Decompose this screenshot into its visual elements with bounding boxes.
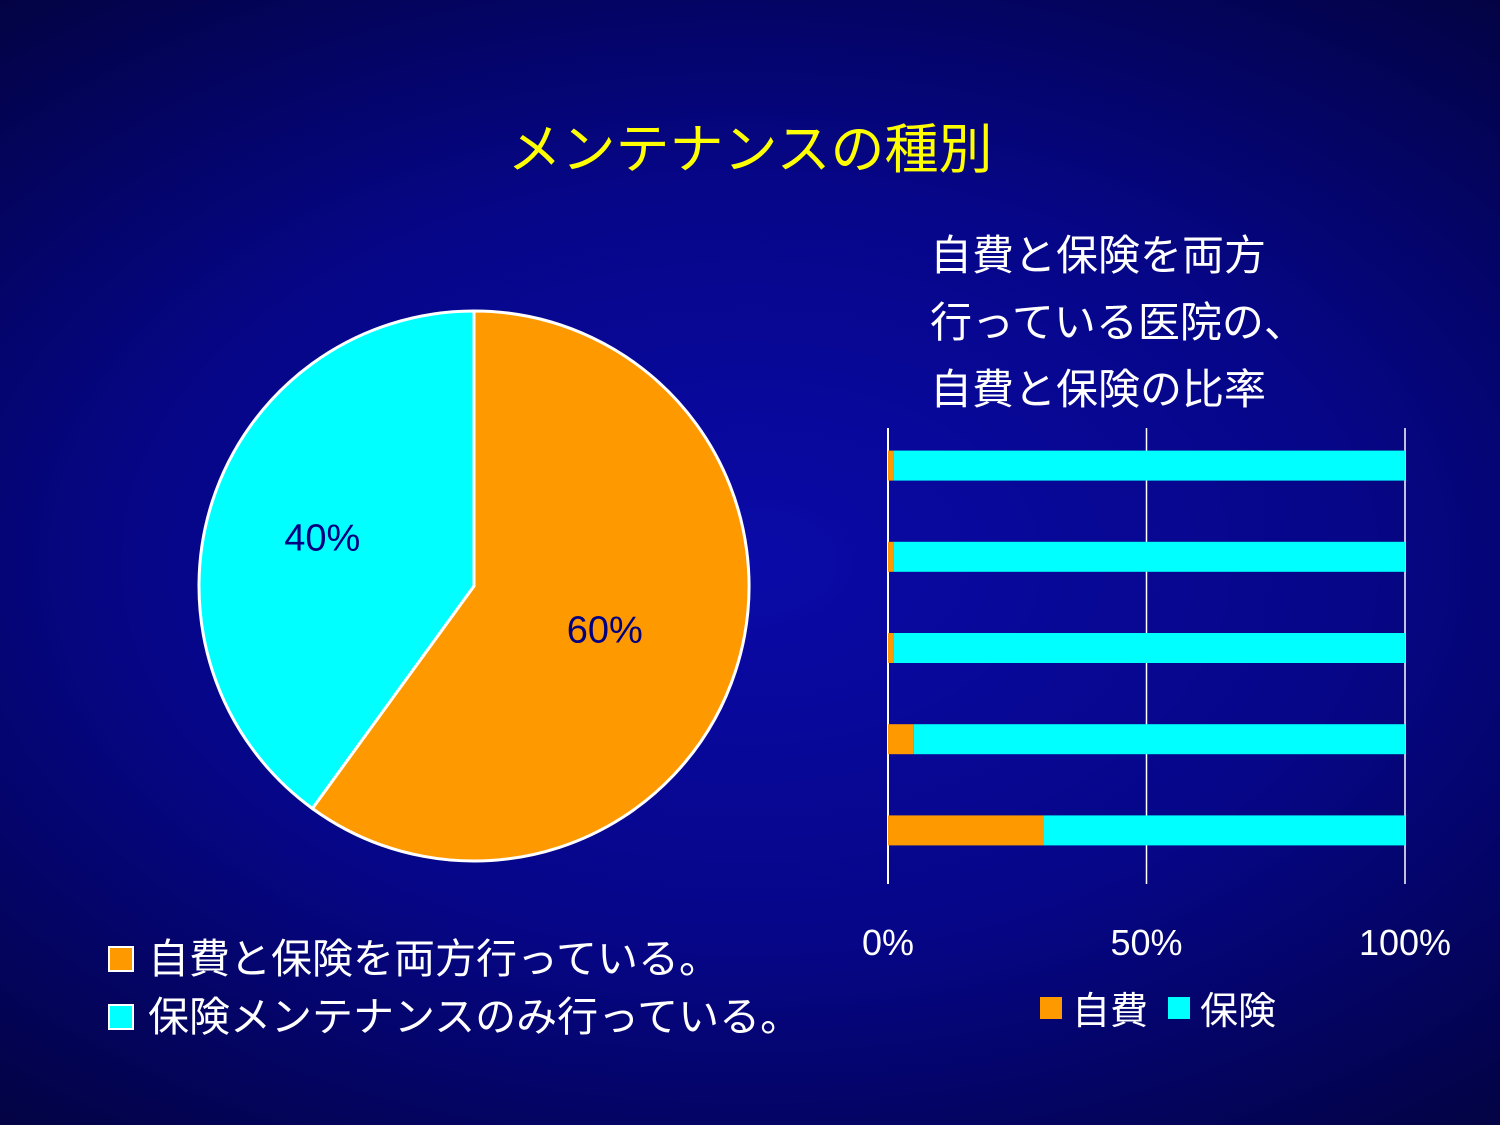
- bar-segment-row4-insurance: [913, 724, 1405, 755]
- legend-swatch-cyan: [108, 1004, 134, 1030]
- bar-legend: 自費 保険: [1040, 980, 1276, 1035]
- pie-legend: 自費と保険を両方行っている。 保険メンテナンスのみ行っている。: [108, 930, 801, 1046]
- bar-segment-row2-self-pay: [888, 541, 894, 572]
- pie-slice-1: [197, 309, 476, 811]
- bar-segment-row5-self-pay: [888, 815, 1044, 846]
- bar-legend-swatch-self-pay: [1040, 996, 1062, 1019]
- pie-legend-label: 保険メンテナンスのみ行っている。: [148, 993, 802, 1041]
- bar-tick-label-0: 0%: [862, 922, 914, 963]
- bar-chart-title: 自費と保険を両方 行っている医院の、 自費と保険の比率: [930, 222, 1390, 423]
- pie-data-label-1: 40%: [284, 518, 360, 560]
- pie-legend-item-insurance-only: 保険メンテナンスのみ行っている。: [108, 988, 801, 1046]
- bar-tick-label-50: 50%: [1110, 922, 1182, 963]
- bar-legend-swatch-insurance: [1168, 996, 1191, 1019]
- pie-legend-item-self-pay-and-insurance: 自費と保険を両方行っている。: [108, 930, 801, 988]
- bar-segment-row4-self-pay: [888, 724, 914, 755]
- bar-segment-row1-insurance: [893, 450, 1405, 481]
- bar-segment-row2-insurance: [893, 541, 1405, 572]
- slide-title: メンテナンスの種別: [507, 118, 993, 181]
- bar-chart-title-line-1: 自費と保険を両方: [930, 231, 1267, 280]
- bar-chart-title-line-2: 行っている医院の、: [930, 298, 1306, 347]
- bar-segment-row3-insurance: [893, 633, 1405, 663]
- bar-segment-row5-insurance: [1043, 815, 1405, 846]
- pie-legend-label: 自費と保険を両方行っている。: [148, 935, 720, 983]
- legend-swatch-orange: [108, 946, 134, 972]
- bar-legend-label-self-pay: 自費: [1072, 989, 1149, 1033]
- bar-chart-title-line-3: 自費と保険の比率: [930, 365, 1267, 414]
- bar-segment-row3-self-pay: [888, 633, 894, 663]
- bar-segment-row1-self-pay: [888, 450, 894, 481]
- bar-tick-label-100: 100%: [1359, 922, 1451, 963]
- pie-slice-0: [310, 309, 751, 863]
- bar-legend-label-insurance: 保険: [1200, 989, 1277, 1033]
- pie-data-label-0: 60%: [567, 609, 643, 651]
